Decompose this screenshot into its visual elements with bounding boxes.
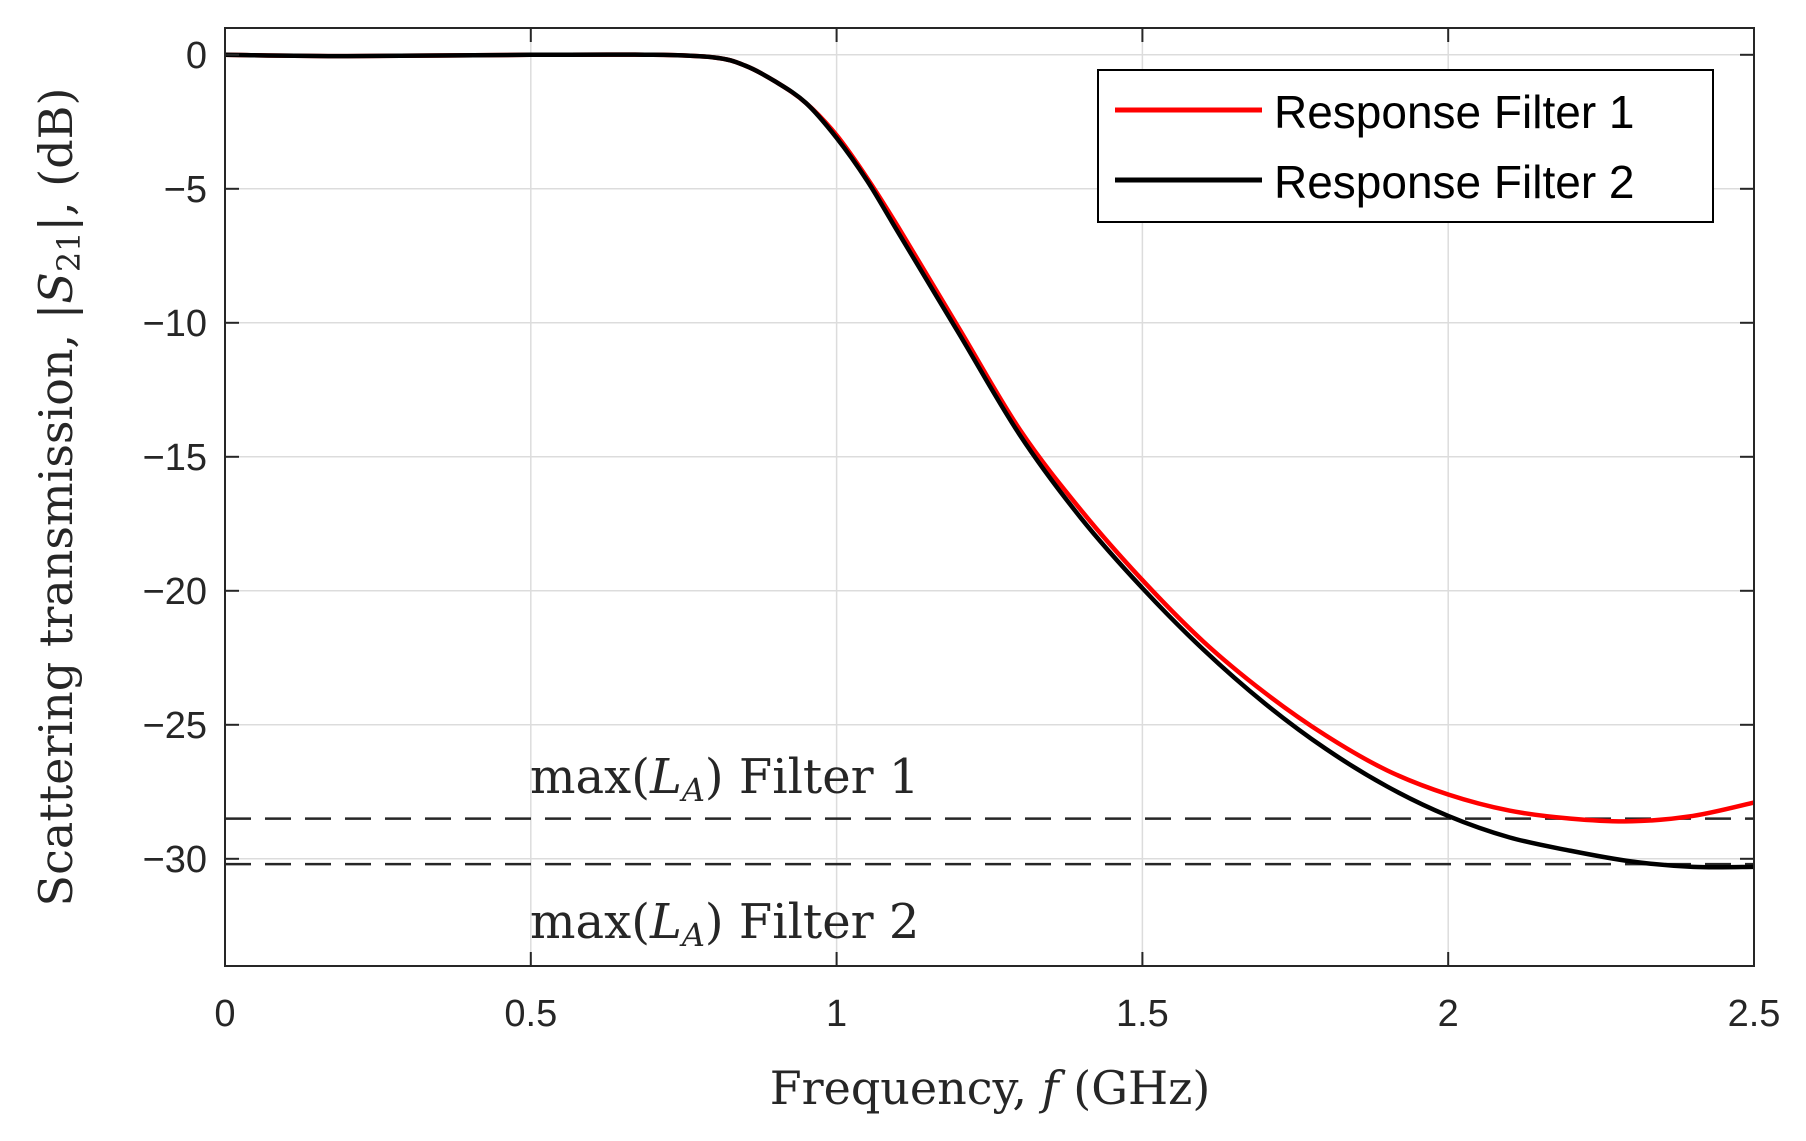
x-tick-label: 0 [214,993,235,1035]
series-line-filter-2 [224,52,1755,870]
annotation-filter-1-sub: A [679,771,705,809]
y-tick-labels: 0 −5 −10 −15 −20 −25 −30 [143,35,207,881]
y-tick-label: −5 [164,169,207,211]
x-axis-title-suffix: (GHz) [1059,1061,1211,1115]
annotation-filter-2-var: L [649,894,682,950]
x-axis-title-prefix: Frequency, [770,1061,1042,1115]
y-tick-label: −25 [143,705,207,747]
y-axis-title: Scattering transmission, |S21|, (dB) [29,88,88,907]
legend-box [1097,69,1714,223]
annotation-filter-2-prefix: max( [530,894,650,950]
y-tick-label: −15 [143,437,207,479]
y-axis-title-prefix: Scattering transmission, | [29,304,83,907]
x-tick-label: 1.5 [1116,993,1169,1035]
plot-frame [224,27,1755,967]
y-axis-title-sub: 21 [50,231,88,272]
y-tick-label: 0 [186,35,207,77]
annotation-filter-1: max(LA) Filter 1 [530,749,919,809]
annotation-filter-1-var: L [649,749,682,805]
reference-lines [225,817,1754,866]
y-tick-label: −10 [143,303,207,345]
x-tick-label: 2 [1438,993,1459,1035]
annotation-filter-1-prefix: max( [530,749,650,805]
annotation-filter-1-suffix: ) Filter 1 [705,749,919,805]
y-axis-title-var: S [29,272,83,304]
x-tick-labels: 0 0.5 1 1.5 2 2.5 [214,993,1780,1035]
legend-label-filter-2: Response Filter 2 [1274,156,1635,208]
x-tick-label: 2.5 [1728,993,1781,1035]
legend: Response Filter 1 Response Filter 2 [1097,69,1714,223]
annotation-filter-2-sub: A [679,916,705,954]
series-lines [224,52,1755,870]
x-tick-label: 0.5 [504,993,557,1035]
x-axis-title: Frequency, f (GHz) [770,1061,1211,1115]
x-tick-label: 1 [826,993,847,1035]
y-tick-label: −30 [143,839,207,881]
ticks [224,28,1755,966]
legend-label-filter-1: Response Filter 1 [1274,86,1635,138]
y-tick-label: −20 [143,571,207,613]
annotation-filter-2: max(LA) Filter 2 [530,894,919,954]
annotation-filter-2-suffix: ) Filter 2 [705,894,919,950]
y-axis-title-suffix: |, (dB) [29,88,83,232]
